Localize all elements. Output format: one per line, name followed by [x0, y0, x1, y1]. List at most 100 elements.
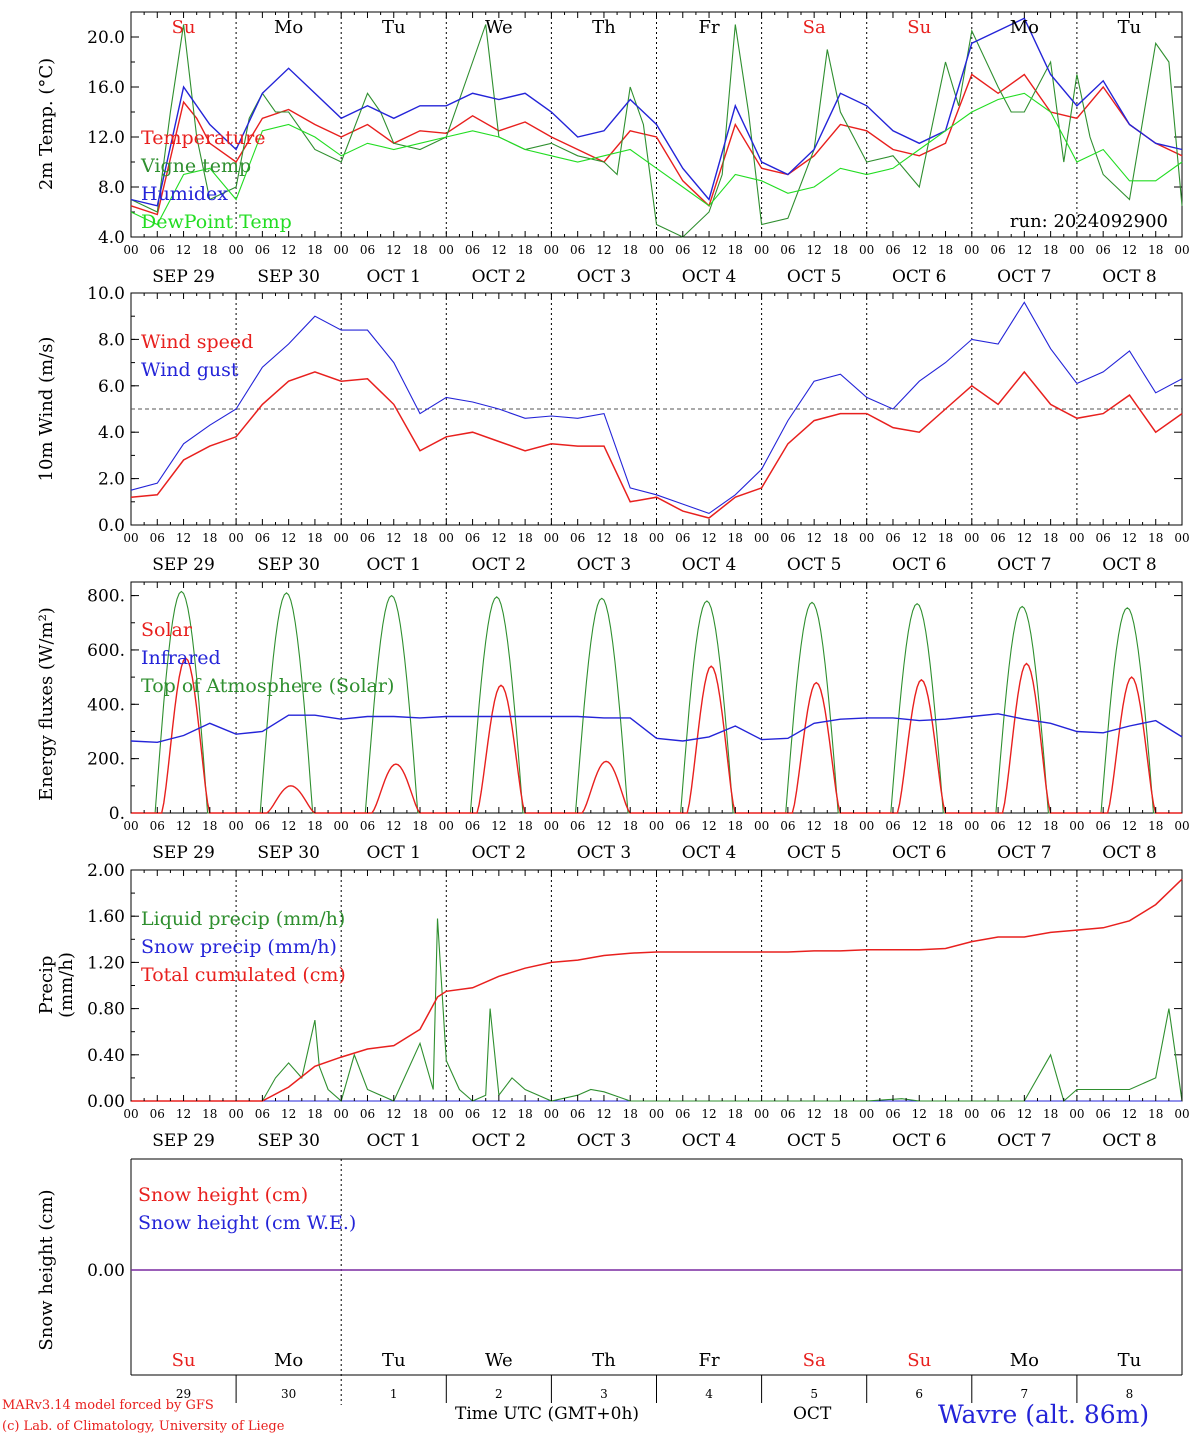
hour-tick-label: 18: [623, 531, 638, 545]
day-name: Mo: [274, 1350, 303, 1371]
series-humidex: [130, 17, 1183, 207]
y-tick-label: 2.0: [98, 470, 125, 490]
hour-tick-label: 06: [1096, 819, 1111, 833]
series-total-cumulated: [131, 878, 1183, 1102]
y-tick-label: 4.0: [98, 423, 125, 443]
day-number: 29: [176, 1387, 191, 1401]
hour-tick-label: 00: [228, 531, 243, 545]
hour-tick-label: 06: [780, 819, 795, 833]
time-axis-label: Time UTC (GMT+0h): [455, 1404, 640, 1424]
hour-tick-label: 06: [150, 531, 165, 545]
hour-tick-label: 12: [912, 819, 927, 833]
hour-tick-label: 12: [912, 1107, 927, 1121]
series-solar: [551, 760, 657, 814]
hour-tick-label: 00: [334, 531, 349, 545]
series-solar: [341, 763, 447, 814]
date-label: OCT 5: [787, 1131, 842, 1151]
series-toa-solar: [551, 597, 657, 814]
hour-tick-label: 12: [807, 243, 822, 257]
hour-tick-label: 18: [307, 1107, 322, 1121]
series-wind-speed: [130, 370, 1183, 519]
hour-tick-label: 00: [754, 1107, 769, 1121]
hour-tick-label: 06: [255, 1107, 270, 1121]
y-tick-label: 16.0: [87, 78, 125, 98]
hour-tick-label: 06: [885, 531, 900, 545]
y-tick-label: 0.40: [87, 1046, 125, 1066]
hour-tick-label: 12: [491, 243, 506, 257]
date-label: OCT 8: [1102, 843, 1157, 863]
date-label: OCT 7: [997, 1131, 1052, 1151]
date-label: SEP 30: [257, 555, 320, 575]
date-label: SEP 30: [257, 1131, 320, 1151]
hour-tick-label: 06: [360, 531, 375, 545]
date-label: SEP 30: [257, 267, 320, 287]
hour-tick-label: 18: [1043, 243, 1058, 257]
series-toa-solar: [1076, 607, 1182, 814]
day-number: 7: [1021, 1387, 1029, 1401]
day-name: Sa: [803, 1350, 826, 1371]
hour-tick-label: 12: [1122, 243, 1137, 257]
hour-tick-label: 18: [307, 243, 322, 257]
hour-tick-label: 00: [544, 243, 559, 257]
hour-tick-label: 00: [964, 531, 979, 545]
hour-tick-label: 18: [202, 819, 217, 833]
hour-tick-label: 00: [754, 531, 769, 545]
day-name: Tu: [1118, 1350, 1142, 1371]
date-label: OCT 8: [1102, 267, 1157, 287]
hour-tick-label: 12: [491, 531, 506, 545]
hour-tick-label: 00: [334, 243, 349, 257]
hour-tick-label: 18: [1148, 243, 1163, 257]
series-solar: [971, 662, 1077, 814]
hour-tick-label: 18: [202, 531, 217, 545]
y-tick-label: 0.00: [87, 1092, 125, 1112]
date-label: OCT 8: [1102, 555, 1157, 575]
hour-tick-label: 00: [544, 531, 559, 545]
hour-tick-label: 00: [859, 819, 874, 833]
hour-tick-label: 00: [544, 819, 559, 833]
date-label: OCT 6: [892, 555, 947, 575]
hour-tick-label: 18: [728, 531, 743, 545]
date-label: OCT 3: [577, 267, 632, 287]
hour-tick-label: 00: [1069, 531, 1084, 545]
series-dewpoint-temp: [130, 92, 1183, 226]
model-credit: MARv3.14 model forced by GFS: [2, 1398, 214, 1413]
legend-snow-height-cm-w-e-: Snow height (cm W.E.): [138, 1212, 356, 1234]
series-solar: [131, 657, 237, 814]
hour-tick-label: 12: [1122, 819, 1137, 833]
hour-tick-label: 18: [412, 1107, 427, 1121]
hour-tick-label: 18: [412, 531, 427, 545]
series-toa-solar: [971, 605, 1077, 814]
series-toa-solar: [236, 592, 342, 814]
hour-tick-label: 00: [859, 531, 874, 545]
series-liquid-precip: [131, 918, 1183, 1102]
hour-tick-label: 18: [202, 243, 217, 257]
hour-tick-label: 00: [439, 531, 454, 545]
hour-tick-label: 00: [754, 819, 769, 833]
hour-tick-label: 00: [1069, 819, 1084, 833]
hour-tick-label: 06: [465, 819, 480, 833]
date-label: OCT 6: [892, 1131, 947, 1151]
hour-tick-label: 00: [439, 819, 454, 833]
hour-tick-label: 06: [1096, 243, 1111, 257]
date-label: SEP 29: [152, 1131, 215, 1151]
hour-tick-label: 06: [150, 243, 165, 257]
hour-tick-label: 00: [1174, 1107, 1189, 1121]
hour-tick-label: 12: [912, 531, 927, 545]
day-number: 5: [810, 1387, 818, 1401]
legend-liquid-precip-mm-h-: Liquid precip (mm/h): [141, 908, 345, 930]
hour-tick-label: 06: [990, 1107, 1005, 1121]
hour-tick-label: 00: [859, 243, 874, 257]
y-tick-label: 12.0: [87, 128, 125, 148]
series-solar: [236, 785, 342, 814]
hour-tick-label: 06: [885, 1107, 900, 1121]
y-tick-label: 0.80: [87, 1000, 125, 1020]
hour-tick-label: 00: [334, 819, 349, 833]
day-name: Th: [592, 1350, 616, 1371]
hour-tick-label: 12: [176, 1107, 191, 1121]
hour-tick-label: 00: [649, 1107, 664, 1121]
hour-tick-label: 12: [491, 1107, 506, 1121]
run-annotation: run: 2024092900: [1010, 211, 1168, 232]
hour-tick-label: 18: [938, 243, 953, 257]
hour-tick-label: 06: [1096, 1107, 1111, 1121]
